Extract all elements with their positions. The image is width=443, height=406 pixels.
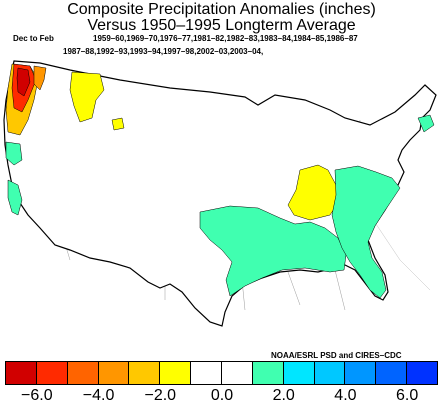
southeast-wet bbox=[331, 165, 401, 299]
legend-swatch bbox=[221, 361, 253, 385]
pacific-northwest-dry-dark bbox=[16, 67, 31, 97]
legend-swatch bbox=[313, 361, 346, 385]
legend-tick-label: 0.0 bbox=[210, 387, 234, 404]
legend-tick-label: −6.0 bbox=[21, 387, 53, 404]
us-anomaly-map bbox=[3, 60, 437, 327]
years-list-line1: 1959–60,1969–70,1976–77,1981–82,1982–83,… bbox=[93, 34, 358, 43]
legend-tick-label: −4.0 bbox=[82, 387, 115, 404]
southern-plains-wet bbox=[199, 205, 347, 297]
washington-inland-dry-orange bbox=[33, 65, 47, 91]
legend-swatch bbox=[66, 361, 99, 385]
legend-swatch bbox=[97, 361, 130, 385]
legend-swatch bbox=[159, 361, 192, 385]
legend-swatch bbox=[282, 361, 315, 385]
legend-swatch bbox=[190, 361, 223, 385]
new-england-wet bbox=[417, 114, 435, 133]
legend-swatch bbox=[344, 361, 377, 385]
legend-swatch bbox=[375, 361, 408, 385]
credit-label: NOAA/ESRL PSD and CIRES–CDC bbox=[271, 351, 402, 360]
legend-tick-label: 2.0 bbox=[272, 387, 295, 404]
anomaly-regions bbox=[5, 63, 435, 299]
legend-swatch bbox=[406, 361, 439, 385]
northern-california-wet bbox=[5, 141, 23, 166]
legend-swatch bbox=[35, 361, 68, 385]
northern-rockies-dry bbox=[69, 71, 105, 123]
legend-tick-label: −2.0 bbox=[144, 387, 177, 404]
ohio-valley-dry bbox=[287, 164, 341, 221]
montana-dry-small bbox=[111, 117, 125, 131]
legend-labels: −6.0 −4.0 −2.0 0.0 2.0 4.0 6.0 bbox=[0, 388, 443, 406]
legend-swatch bbox=[5, 361, 37, 385]
coastal-california-wet bbox=[7, 179, 23, 216]
legend-tick-label: 6.0 bbox=[396, 387, 419, 404]
years-list-line2: 1987–88,1992–93,1993–94,1997–98,2002–03,… bbox=[63, 47, 264, 56]
legend-swatch bbox=[128, 361, 161, 385]
color-legend bbox=[5, 361, 439, 386]
map-subtitle: Versus 1950–1995 Longterm Average bbox=[87, 17, 356, 34]
legend-swatch bbox=[251, 361, 284, 385]
map-title: Composite Precipitation Anomalies (inche… bbox=[67, 1, 376, 18]
legend-tick-label: 4.0 bbox=[334, 387, 357, 404]
season-label: Dec to Feb bbox=[13, 34, 54, 43]
